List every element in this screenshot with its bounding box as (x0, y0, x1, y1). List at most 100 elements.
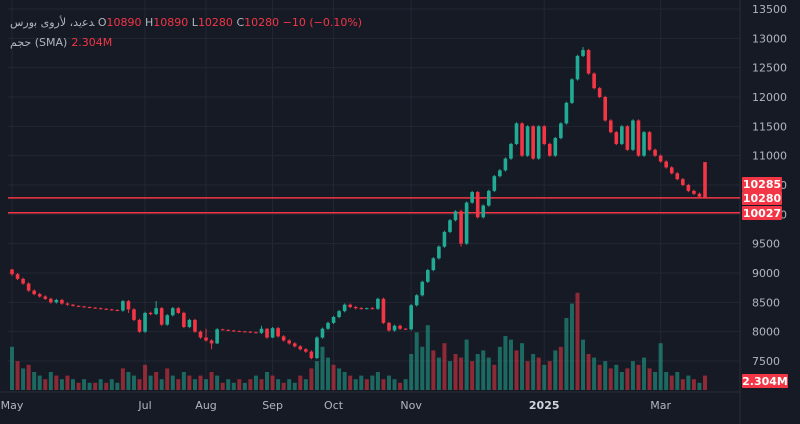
candle-body (631, 120, 635, 150)
volume-bar (442, 343, 447, 390)
volume-bar (703, 375, 707, 390)
volume-bar (453, 354, 458, 390)
x-tick-label: Sep (262, 399, 283, 412)
volume-bar (237, 379, 242, 390)
y-tick-label: 9000 (752, 267, 780, 280)
volume-bar (287, 379, 292, 390)
candle-body (109, 309, 114, 311)
candle-body (542, 126, 547, 144)
volume-bar (303, 379, 308, 390)
volume-bar (93, 382, 98, 390)
volume-bar (137, 379, 142, 390)
candle-body (165, 315, 170, 325)
high-value: 10890 (153, 16, 189, 29)
candle-body (586, 50, 591, 74)
candle-body (547, 143, 552, 156)
volume-bar (425, 325, 430, 390)
price-label-box (742, 206, 782, 220)
candle-body (692, 190, 696, 194)
x-tick-label: Oct (324, 399, 344, 412)
volume-bar (337, 368, 342, 390)
volume-bar (392, 379, 397, 390)
volume-bar (409, 354, 414, 390)
candle-body (669, 167, 674, 174)
volume-bar (120, 368, 125, 390)
candle-body (32, 290, 36, 295)
volume-bar (431, 350, 436, 390)
x-tick-label: Mar (650, 399, 671, 412)
volume-bar (276, 379, 281, 390)
candle-body (37, 294, 42, 297)
open-label: O (97, 16, 107, 29)
volume-value: 2.304M (71, 36, 113, 49)
candle-body (492, 176, 497, 191)
candle-body (437, 246, 441, 259)
volume-bar (697, 382, 702, 390)
low-label: L (191, 16, 198, 29)
candle-body (170, 308, 175, 316)
volume-bar (575, 292, 580, 390)
candle-body (597, 88, 602, 97)
candle-body (403, 328, 408, 330)
volume-bar (586, 354, 591, 390)
volume-label-box (742, 374, 788, 388)
candle-body (525, 126, 530, 156)
volume-bar (536, 357, 541, 390)
candle-body (481, 205, 486, 218)
candle-body (281, 336, 286, 341)
candle-body (54, 299, 59, 303)
candle-body (43, 296, 48, 299)
candle-body (453, 211, 458, 221)
candle-body (359, 308, 364, 310)
candle-body (592, 73, 596, 89)
candle-body (298, 346, 303, 350)
volume-bar (486, 357, 491, 390)
volume-bar (553, 350, 558, 390)
volume-bar (531, 354, 536, 390)
volume-bar (26, 364, 31, 390)
candle-body (115, 309, 120, 311)
volume-bar (447, 361, 452, 390)
volume-bar (414, 332, 419, 390)
candle-body (98, 308, 103, 310)
candle-body (121, 301, 125, 311)
candle-body (82, 306, 86, 308)
candle-body (320, 328, 325, 338)
candle-body (15, 274, 20, 279)
volume-bar (403, 379, 408, 390)
candle-body (559, 123, 563, 139)
candle-body (365, 308, 369, 310)
volume-bar (353, 379, 358, 390)
volume-bar (669, 375, 674, 390)
volume-bar (342, 372, 347, 390)
volume-bar (547, 361, 552, 390)
low-value: 10280 (197, 16, 233, 29)
chart-legend: ﺪﻋﻳﺪ، ﻷﺭﻭﻯ ﺑﻭﺭﺱ O10890 H10890 L10280 C10… (10, 16, 362, 56)
y-tick-label: 12500 (752, 62, 787, 75)
candle-body (498, 170, 502, 177)
candle-body (231, 330, 236, 332)
volume-bar (642, 357, 647, 390)
volume-bar (215, 375, 220, 390)
candle-body (254, 332, 258, 334)
candle-body (159, 308, 164, 325)
volume-bar (248, 379, 253, 390)
volume-bar (159, 379, 164, 390)
candle-body (304, 349, 308, 352)
candle-body (409, 305, 413, 330)
candle-body (182, 312, 186, 327)
close-value: 10280 (244, 16, 280, 29)
volume-bar (381, 379, 386, 390)
candle-body (193, 319, 197, 332)
volume-bar (48, 372, 53, 390)
candle-body (653, 149, 657, 156)
volume-bar (614, 364, 619, 390)
volume-bar (143, 364, 148, 390)
volume-bar (653, 372, 658, 390)
candle-body (520, 123, 524, 156)
candle-body (71, 304, 75, 306)
volume-bar (619, 372, 624, 390)
volume-bar (314, 361, 319, 390)
price-label-box (742, 177, 782, 191)
candle-body (353, 307, 358, 309)
